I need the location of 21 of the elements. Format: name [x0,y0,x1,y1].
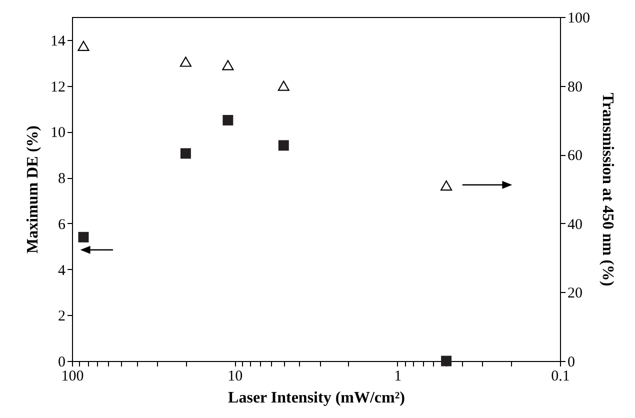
y-tick-label: 12 [50,79,66,96]
y2-tick-label: 100 [568,10,590,26]
y-tick-label: 4 [58,262,66,279]
y2-tick-label: 0 [568,354,575,370]
y-tick-label: 0 [58,354,66,370]
y-tick-label: 8 [58,171,66,188]
y-tick-label: 14 [50,33,66,50]
y2-tick-label: 40 [568,216,582,233]
y2-tick-label: 20 [568,286,582,302]
y2-tick-label: 60 [568,148,582,164]
x-tick-label: 10 [228,368,243,384]
y2-axis-title: Transmission at 450 nm (%) [599,92,616,286]
x-tick-label: 1 [394,368,402,384]
y-tick-label: 2 [58,308,66,325]
x-axis-title: Laser Intensity (mW/cm²) [228,390,405,406]
y-axis-title: Maximum DE (%) [24,126,42,254]
y2-tick-label: 80 [568,79,582,96]
y-tick-label: 6 [58,216,66,233]
y-tick-label: 10 [50,125,66,142]
x-tick-label: 100 [61,368,84,384]
x-tick-label: 0.1 [551,368,570,384]
